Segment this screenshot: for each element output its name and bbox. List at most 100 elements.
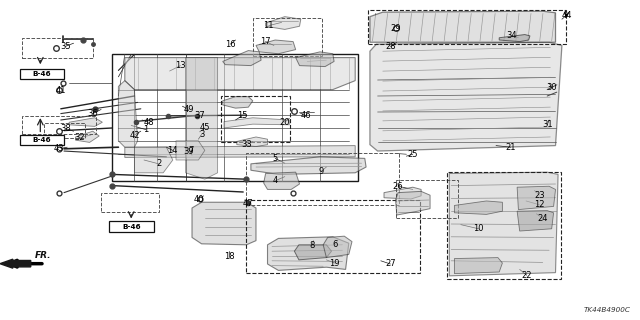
Text: 41: 41 <box>56 86 66 95</box>
FancyArrow shape <box>0 259 31 268</box>
Text: 30: 30 <box>547 83 557 92</box>
Text: 48: 48 <box>143 118 154 127</box>
Polygon shape <box>251 157 366 174</box>
Polygon shape <box>499 35 530 42</box>
Text: 20: 20 <box>280 118 290 127</box>
Text: 1: 1 <box>143 125 148 134</box>
Text: 18: 18 <box>224 252 234 261</box>
Polygon shape <box>256 40 296 54</box>
Text: 46: 46 <box>301 111 311 120</box>
FancyBboxPatch shape <box>20 69 64 79</box>
Polygon shape <box>370 42 562 151</box>
Text: 5: 5 <box>273 154 278 163</box>
Polygon shape <box>192 202 256 245</box>
Text: 35: 35 <box>60 42 70 51</box>
Text: 10: 10 <box>474 224 484 233</box>
Bar <box>44 123 85 138</box>
Text: 3: 3 <box>199 130 204 139</box>
Polygon shape <box>323 236 352 258</box>
Text: 38: 38 <box>61 124 71 133</box>
Text: 11: 11 <box>264 21 274 30</box>
Text: B-46: B-46 <box>122 224 141 229</box>
Text: 37: 37 <box>195 111 205 120</box>
Text: 6: 6 <box>333 240 338 249</box>
Text: 13: 13 <box>175 61 186 70</box>
Text: 34: 34 <box>507 31 517 40</box>
Polygon shape <box>454 258 502 274</box>
Polygon shape <box>224 118 289 128</box>
Polygon shape <box>223 97 253 108</box>
Bar <box>101 193 159 212</box>
Text: 7: 7 <box>188 146 193 155</box>
Text: 22: 22 <box>522 271 532 280</box>
Polygon shape <box>449 172 558 276</box>
Bar <box>112 54 358 181</box>
Polygon shape <box>186 58 218 179</box>
Text: 29: 29 <box>390 24 401 33</box>
Bar <box>447 172 561 279</box>
Text: 9: 9 <box>319 167 324 176</box>
Bar <box>22 38 93 58</box>
Polygon shape <box>118 81 138 147</box>
Polygon shape <box>134 147 173 173</box>
Text: TK44B4900C: TK44B4900C <box>584 307 630 313</box>
Polygon shape <box>76 131 99 142</box>
Polygon shape <box>296 52 334 67</box>
Polygon shape <box>237 137 268 147</box>
Text: B-46: B-46 <box>32 71 51 77</box>
Polygon shape <box>384 187 421 199</box>
Text: 27: 27 <box>385 260 396 268</box>
Text: 15: 15 <box>237 111 247 120</box>
Text: 44: 44 <box>561 11 572 20</box>
Text: 21: 21 <box>506 143 516 152</box>
Bar <box>253 18 322 56</box>
Text: 12: 12 <box>534 200 545 209</box>
Polygon shape <box>517 186 556 210</box>
Text: 33: 33 <box>241 140 252 149</box>
Polygon shape <box>370 11 556 42</box>
Text: 24: 24 <box>538 214 548 223</box>
Polygon shape <box>125 146 355 157</box>
FancyBboxPatch shape <box>20 135 64 145</box>
Bar <box>368 10 566 44</box>
Polygon shape <box>264 172 300 189</box>
Text: 43: 43 <box>54 144 64 153</box>
Text: 40: 40 <box>193 196 204 204</box>
Text: 16: 16 <box>225 40 236 49</box>
Text: B-46: B-46 <box>32 137 51 143</box>
Polygon shape <box>125 58 355 90</box>
Bar <box>396 180 458 218</box>
Text: 42: 42 <box>129 131 140 140</box>
Text: 28: 28 <box>385 42 396 51</box>
Text: 19: 19 <box>330 259 340 268</box>
Text: 31: 31 <box>542 120 552 129</box>
Polygon shape <box>517 211 554 231</box>
Polygon shape <box>268 237 349 270</box>
Text: 49: 49 <box>184 105 194 114</box>
Text: 4: 4 <box>273 176 278 185</box>
Bar <box>246 153 399 205</box>
Polygon shape <box>396 191 430 215</box>
Text: 26: 26 <box>393 182 403 191</box>
Text: 8: 8 <box>309 241 314 250</box>
Polygon shape <box>294 245 332 260</box>
Bar <box>221 96 290 142</box>
Text: 23: 23 <box>534 191 545 200</box>
Text: 25: 25 <box>408 150 418 159</box>
Text: 14: 14 <box>168 146 178 155</box>
Polygon shape <box>266 17 301 29</box>
Text: FR.: FR. <box>35 252 52 260</box>
Polygon shape <box>454 201 502 214</box>
Text: 39: 39 <box>184 147 194 156</box>
Bar <box>246 200 420 273</box>
Text: 47: 47 <box>243 199 253 208</box>
Polygon shape <box>176 141 205 160</box>
Polygon shape <box>223 51 261 66</box>
Text: 45: 45 <box>200 124 210 132</box>
Bar <box>22 116 96 134</box>
Text: 17: 17 <box>260 37 271 46</box>
Text: 2: 2 <box>156 159 161 168</box>
Text: 36: 36 <box>88 109 98 118</box>
Text: 32: 32 <box>75 133 85 142</box>
Polygon shape <box>69 118 102 126</box>
